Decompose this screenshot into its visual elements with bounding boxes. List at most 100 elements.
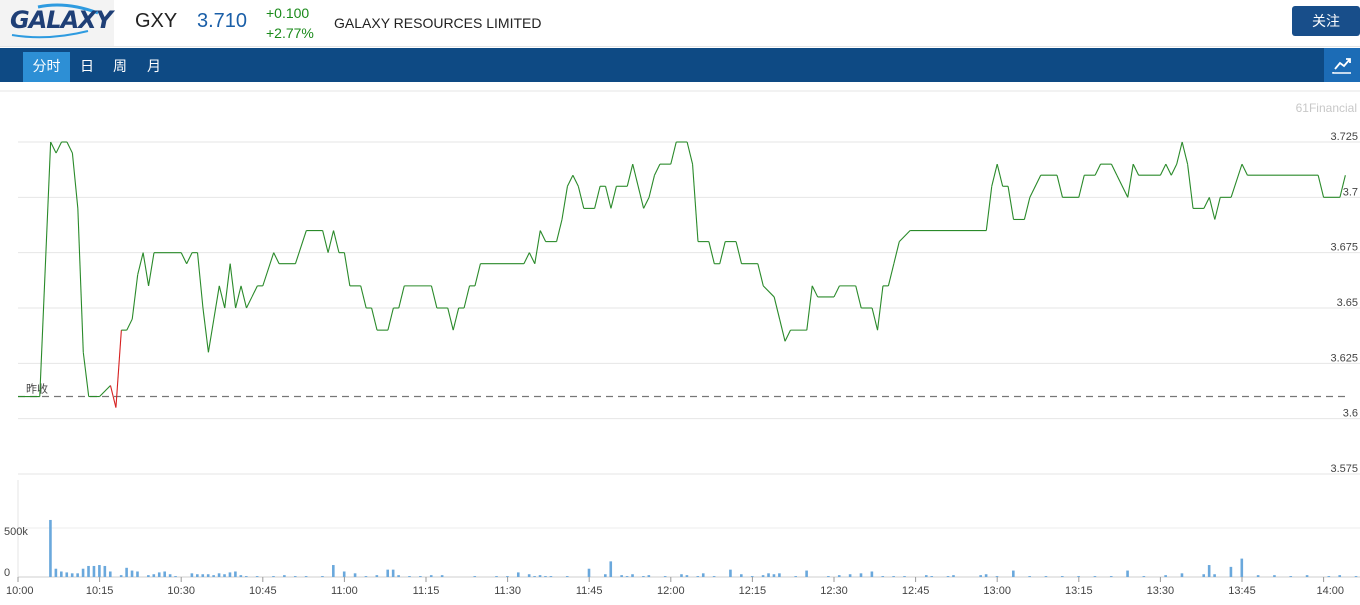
volume-bar bbox=[196, 574, 199, 577]
price-segment bbox=[692, 164, 699, 242]
volume-bar bbox=[391, 569, 395, 577]
price-segment bbox=[463, 285, 471, 309]
volume-bar bbox=[190, 573, 194, 577]
volume-tick-label: 500k bbox=[4, 526, 28, 538]
volume-bar bbox=[119, 575, 123, 577]
price-segment bbox=[871, 307, 879, 331]
price-segment bbox=[137, 252, 144, 275]
price-segment bbox=[534, 230, 541, 264]
x-tick-label: 12:15 bbox=[739, 585, 767, 597]
price-segment bbox=[115, 330, 122, 408]
volume-bar bbox=[1338, 575, 1342, 577]
volume-bar bbox=[130, 570, 134, 577]
volume-bar bbox=[685, 575, 689, 577]
x-tick-label: 11:00 bbox=[331, 585, 358, 597]
volume-bar bbox=[794, 576, 798, 577]
volume-bar bbox=[157, 572, 161, 577]
volume-bar bbox=[65, 572, 69, 577]
price-segment bbox=[218, 285, 226, 309]
volume-bar bbox=[174, 576, 177, 577]
price-segment bbox=[109, 385, 117, 408]
price-segment bbox=[148, 252, 155, 286]
volume-bar bbox=[930, 576, 934, 577]
price-segment bbox=[594, 186, 601, 209]
volume-bar bbox=[386, 569, 390, 577]
volume-bar bbox=[440, 575, 444, 577]
volume-bar bbox=[163, 571, 166, 577]
company-name: GALAXY RESOURCES LIMITED bbox=[334, 15, 542, 31]
price-segment bbox=[50, 141, 57, 154]
price-segment bbox=[893, 241, 900, 264]
volume-bar bbox=[1273, 575, 1276, 577]
volume-bar bbox=[168, 574, 172, 577]
volume-bar bbox=[946, 576, 950, 577]
volume-bar bbox=[1044, 576, 1048, 577]
price-segment bbox=[1056, 175, 1064, 198]
volume-bar bbox=[527, 574, 531, 577]
price-segment bbox=[523, 252, 530, 264]
volume-bar bbox=[924, 575, 928, 577]
chart-type-button[interactable] bbox=[1324, 48, 1360, 82]
x-tick-label: 10:30 bbox=[167, 585, 195, 597]
price-segment bbox=[539, 230, 547, 242]
price-segment bbox=[811, 285, 819, 298]
price-segment bbox=[708, 241, 715, 264]
price-segment bbox=[528, 252, 536, 264]
volume-bar bbox=[1109, 576, 1113, 577]
price-segment bbox=[387, 307, 394, 331]
price-segment bbox=[784, 329, 791, 342]
volume-bar bbox=[244, 576, 248, 577]
volume-bar bbox=[837, 575, 841, 577]
watermark: 61Financial bbox=[1296, 101, 1357, 115]
price-segment bbox=[643, 197, 650, 209]
volume-bar bbox=[516, 572, 520, 577]
volume-bar bbox=[1354, 576, 1358, 577]
price-segment bbox=[1132, 163, 1140, 176]
volume-bar bbox=[1180, 573, 1184, 577]
tab-month[interactable]: 月 bbox=[147, 59, 161, 75]
volume-bar bbox=[1327, 576, 1331, 577]
follow-button[interactable]: 关注 bbox=[1292, 6, 1360, 36]
volume-bar bbox=[533, 576, 536, 577]
price-segment bbox=[99, 385, 111, 397]
volume-bar bbox=[565, 576, 569, 577]
volume-bar bbox=[979, 575, 982, 577]
volume-bar bbox=[506, 576, 509, 577]
price-segment bbox=[1170, 163, 1178, 176]
change-value: +0.100 bbox=[266, 5, 310, 21]
x-tick-label: 11:30 bbox=[494, 585, 521, 597]
price-segment bbox=[1127, 164, 1134, 198]
volume-bar bbox=[1093, 576, 1097, 577]
volume-bar bbox=[647, 575, 651, 577]
volume-bar bbox=[587, 568, 591, 577]
price-segment bbox=[196, 252, 204, 309]
price-segment bbox=[71, 153, 79, 209]
volume-bar bbox=[54, 568, 58, 577]
volume-bar bbox=[1305, 575, 1309, 577]
volume-bar bbox=[147, 575, 150, 577]
price-segment bbox=[66, 141, 73, 154]
volume-bar bbox=[495, 576, 498, 577]
volume-bar bbox=[1060, 576, 1064, 577]
volume-bar bbox=[125, 567, 128, 577]
price-segment bbox=[996, 164, 1004, 187]
price-segment bbox=[1187, 164, 1194, 209]
price-segment bbox=[245, 296, 253, 309]
price-segment bbox=[670, 141, 677, 165]
price-segment bbox=[142, 252, 150, 286]
tab-intraday[interactable]: 分时 bbox=[23, 52, 70, 82]
volume-bar bbox=[364, 576, 368, 577]
tab-day[interactable]: 日 bbox=[80, 59, 94, 75]
y-tick-label: 3.65 bbox=[1337, 297, 1358, 309]
volume-bar bbox=[1028, 576, 1031, 577]
volume-bar bbox=[283, 575, 286, 577]
volume-bar bbox=[680, 574, 683, 577]
volume-bar bbox=[239, 575, 243, 577]
tab-week[interactable]: 周 bbox=[113, 59, 127, 75]
volume-bar bbox=[60, 571, 63, 577]
volume-bar bbox=[696, 576, 700, 577]
volume-bar bbox=[206, 574, 210, 577]
volume-bar bbox=[1202, 574, 1206, 577]
volume-bar bbox=[1229, 566, 1233, 577]
volume-bar bbox=[108, 571, 112, 577]
